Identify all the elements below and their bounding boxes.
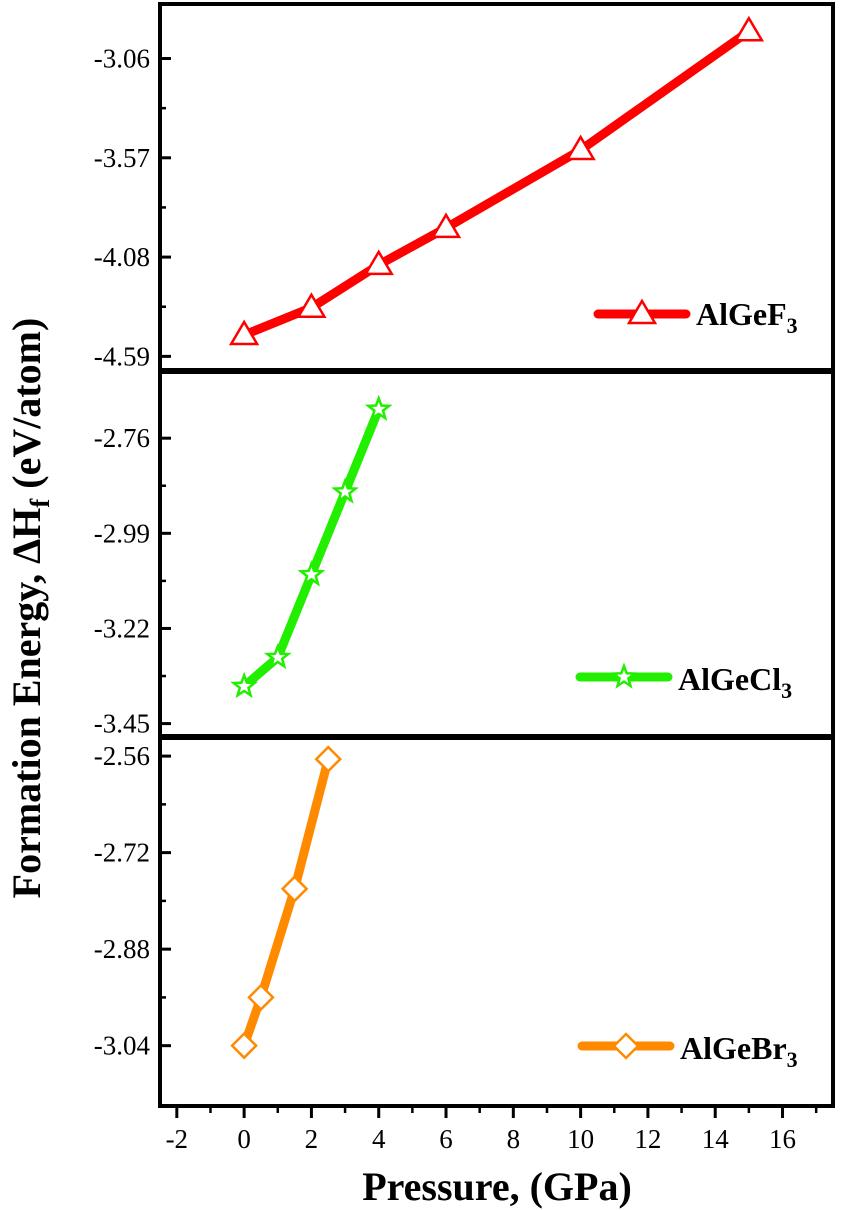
x-tick-label: 6	[439, 1124, 453, 1154]
panel-3: -3.04 -2.88 -2.72 -2.56 AlGeBr3	[94, 736, 835, 1108]
x-tick-label: 10	[567, 1124, 594, 1154]
y-axis-title-main: Formation Energy, ΔH	[4, 508, 49, 899]
data-point	[230, 1031, 258, 1060]
y-axis-title: Formation Energy, ΔHf (eV/atom)	[4, 318, 55, 899]
x-tick-label: 16	[769, 1124, 796, 1154]
legend-label-subscript: 3	[787, 1047, 798, 1072]
data-point	[230, 671, 259, 699]
series-line-algecl	[239, 404, 384, 691]
y-tick-label: -2.99	[94, 518, 150, 548]
panels-layer: -4.59-4.08-3.57-3.06AlGeF3-3.45-3.22-2.9…	[94, 2, 835, 1108]
panel-1: -4.59 -4.08 -3.57 -3.06 AlGeF3	[94, 2, 835, 372]
x-tick-label: 0	[237, 1124, 251, 1154]
y-axis-title-subscript: f	[25, 498, 55, 508]
y-tick-label: -2.76	[94, 423, 150, 453]
data-point	[430, 212, 462, 239]
x-axis: -2 0 2 4 6 8 10 12 14 16	[166, 1106, 818, 1154]
data-point	[263, 642, 292, 670]
legend-algebr: AlGeBr3	[577, 1030, 798, 1072]
legend-label-subscript: 3	[781, 678, 792, 703]
legend-algef: AlGeF3	[593, 296, 798, 338]
legend-label: AlGeBr3	[680, 1030, 798, 1072]
legend-label: AlGeCl3	[678, 661, 792, 703]
data-point	[363, 249, 394, 276]
panel-frame	[158, 736, 835, 1108]
data-point	[280, 875, 309, 903]
data-point	[733, 15, 765, 42]
y-tick-label: -4.08	[94, 242, 150, 272]
legend-label: AlGeF3	[696, 296, 798, 338]
legend-marker	[610, 662, 638, 689]
data-point	[297, 560, 326, 587]
legend-label-base: AlGeCl	[678, 661, 781, 697]
data-point	[331, 477, 359, 504]
y-tick-label: -3.22	[94, 613, 150, 643]
y-axis-title-unit: (eV/atom)	[4, 318, 49, 489]
legend-label-base: AlGeF	[696, 296, 787, 332]
x-tick-label: 8	[507, 1124, 521, 1154]
x-axis-title: Pressure, (GPa)	[362, 1164, 632, 1209]
y-tick-label: -2.72	[94, 838, 150, 868]
legend-label-base: AlGeBr	[680, 1030, 787, 1066]
x-tick-label: 14	[702, 1124, 730, 1154]
series-line-algebr	[239, 754, 333, 1051]
y-axis-title-gap	[4, 489, 49, 499]
y-tick-label: -2.88	[94, 934, 150, 964]
legend-label-subscript: 3	[787, 313, 798, 338]
y-tick-label: -3.06	[94, 44, 150, 74]
x-tick-label: 12	[634, 1124, 661, 1154]
x-tick-label: -2	[166, 1124, 189, 1154]
y-tick-label: -3.45	[94, 709, 150, 739]
data-point	[247, 983, 275, 1012]
data-point	[565, 134, 596, 161]
y-tick-label: -3.57	[94, 143, 150, 173]
panel-2: -3.45 -3.22 -2.99 -2.76 AlGeCl3	[94, 370, 835, 739]
y-tick-label: -2.56	[94, 741, 150, 771]
data-point	[296, 292, 327, 318]
x-tick-label: 4	[372, 1124, 386, 1154]
data-point	[364, 394, 393, 422]
x-tick-label: 2	[305, 1124, 319, 1154]
data-point	[314, 745, 343, 773]
legend-marker	[626, 298, 658, 325]
legend-algecl: AlGeCl3	[575, 661, 792, 703]
data-point	[228, 319, 260, 346]
y-tick-label: -3.04	[94, 1031, 151, 1061]
legend-marker	[612, 1032, 640, 1060]
y-tick-label: -4.59	[94, 341, 150, 371]
series-line-algef	[239, 26, 754, 340]
